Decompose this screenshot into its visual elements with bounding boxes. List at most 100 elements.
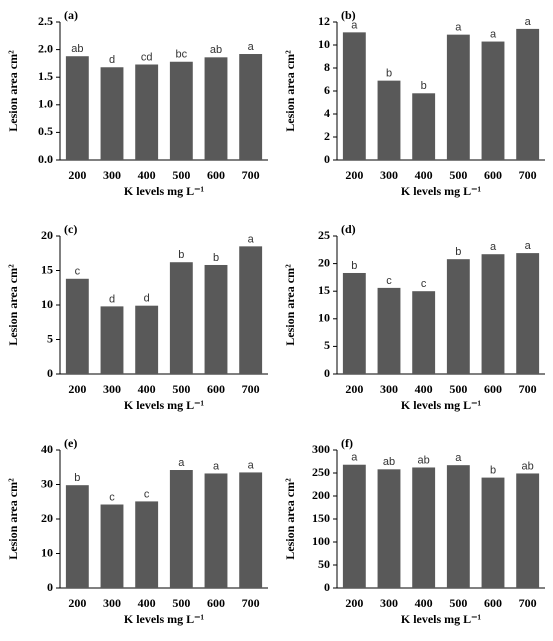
bar bbox=[377, 469, 401, 588]
significance-letter: a bbox=[490, 28, 497, 40]
y-tick-label: 0 bbox=[47, 366, 53, 380]
bar bbox=[412, 291, 436, 374]
y-tick-label: 50 bbox=[318, 557, 330, 571]
significance-letter: ab bbox=[383, 456, 395, 468]
x-tick-label: 500 bbox=[172, 596, 190, 610]
significance-letter: a bbox=[525, 240, 532, 252]
x-tick-label: 300 bbox=[103, 382, 121, 396]
y-tick-label: 200 bbox=[312, 488, 330, 502]
significance-letter: a bbox=[178, 457, 185, 469]
y-tick-label: 4 bbox=[324, 106, 330, 120]
bar bbox=[100, 67, 124, 160]
significance-letter: b bbox=[178, 249, 184, 261]
bar bbox=[342, 32, 366, 160]
bar bbox=[169, 262, 193, 374]
x-axis-label: K levels mg L⁻¹ bbox=[124, 184, 205, 198]
x-tick-label: 700 bbox=[242, 382, 260, 396]
significance-letter: cd bbox=[141, 51, 153, 63]
significance-letter: a bbox=[213, 460, 220, 472]
y-tick-label: 10 bbox=[41, 545, 53, 559]
bar bbox=[100, 504, 124, 588]
bar bbox=[481, 41, 505, 160]
panel-label: (a) bbox=[64, 8, 78, 22]
bar bbox=[135, 305, 159, 374]
x-tick-label: 500 bbox=[449, 382, 467, 396]
x-tick-label: 300 bbox=[103, 596, 121, 610]
y-tick-label: 30 bbox=[41, 476, 53, 490]
x-tick-label: 600 bbox=[207, 382, 225, 396]
y-tick-label: 0 bbox=[324, 580, 330, 594]
y-tick-label: 2 bbox=[324, 129, 330, 143]
y-tick-label: 20 bbox=[41, 228, 53, 242]
x-tick-label: 700 bbox=[519, 168, 537, 182]
y-tick-label: 20 bbox=[41, 511, 53, 525]
y-tick-label: 2.5 bbox=[38, 14, 53, 28]
x-tick-label: 700 bbox=[242, 168, 260, 182]
x-axis-label: K levels mg L⁻¹ bbox=[401, 398, 482, 412]
bar bbox=[135, 64, 159, 160]
x-tick-label: 600 bbox=[484, 596, 502, 610]
y-tick-label: 5 bbox=[47, 331, 53, 345]
significance-letter: b bbox=[386, 68, 392, 80]
significance-letter: d bbox=[109, 54, 115, 66]
y-tick-label: 250 bbox=[312, 465, 330, 479]
y-tick-label: 12 bbox=[318, 14, 330, 28]
panel-label: (e) bbox=[64, 436, 77, 450]
bar bbox=[342, 272, 366, 374]
bar bbox=[169, 61, 193, 160]
significance-letter: c bbox=[109, 491, 115, 503]
bar bbox=[516, 473, 540, 588]
bar bbox=[169, 470, 193, 588]
y-tick-label: 1.0 bbox=[38, 97, 53, 111]
significance-letter: b bbox=[351, 260, 357, 272]
significance-letter: c bbox=[75, 266, 81, 278]
significance-letter: bc bbox=[176, 49, 188, 61]
panel-label: (d) bbox=[341, 222, 356, 236]
y-tick-label: 15 bbox=[318, 283, 330, 297]
y-tick-label: 40 bbox=[41, 442, 53, 456]
significance-letter: a bbox=[525, 16, 532, 28]
x-tick-label: 200 bbox=[68, 382, 86, 396]
bar bbox=[65, 485, 89, 588]
significance-letter: b bbox=[455, 246, 461, 258]
x-tick-label: 400 bbox=[415, 168, 433, 182]
significance-letter: a bbox=[455, 452, 462, 464]
x-tick-label: 200 bbox=[68, 168, 86, 182]
significance-letter: d bbox=[109, 293, 115, 305]
y-tick-label: 1.5 bbox=[38, 69, 53, 83]
y-tick-label: 8 bbox=[324, 60, 330, 74]
bar bbox=[412, 93, 436, 160]
x-axis-label: K levels mg L⁻¹ bbox=[401, 184, 482, 198]
significance-letter: d bbox=[144, 293, 150, 305]
x-tick-label: 300 bbox=[380, 382, 398, 396]
significance-letter: b bbox=[74, 472, 80, 484]
significance-letter: a bbox=[248, 459, 255, 471]
significance-letter: ab bbox=[71, 43, 83, 55]
y-tick-label: 15 bbox=[41, 262, 53, 276]
bar bbox=[377, 80, 401, 160]
x-tick-label: 400 bbox=[415, 382, 433, 396]
x-tick-label: 500 bbox=[449, 168, 467, 182]
significance-letter: a bbox=[248, 41, 255, 53]
y-tick-label: 0.5 bbox=[38, 124, 53, 138]
x-tick-label: 600 bbox=[207, 168, 225, 182]
y-tick-label: 0 bbox=[47, 580, 53, 594]
x-tick-label: 500 bbox=[172, 382, 190, 396]
significance-letter: a bbox=[455, 22, 462, 34]
y-tick-label: 0 bbox=[324, 366, 330, 380]
x-tick-label: 400 bbox=[415, 596, 433, 610]
x-tick-label: 600 bbox=[207, 596, 225, 610]
bar bbox=[446, 465, 470, 588]
bar bbox=[239, 54, 263, 160]
panel-label: (b) bbox=[341, 8, 356, 22]
y-tick-label: 10 bbox=[318, 37, 330, 51]
x-axis-label: K levels mg L⁻¹ bbox=[401, 612, 482, 626]
y-tick-label: 2.0 bbox=[38, 41, 53, 55]
bar bbox=[204, 473, 228, 588]
x-tick-label: 200 bbox=[345, 168, 363, 182]
bar bbox=[446, 259, 470, 374]
y-tick-label: 0 bbox=[324, 152, 330, 166]
y-axis-label: Lesion area cm² bbox=[283, 50, 297, 132]
significance-letter: b bbox=[421, 80, 427, 92]
